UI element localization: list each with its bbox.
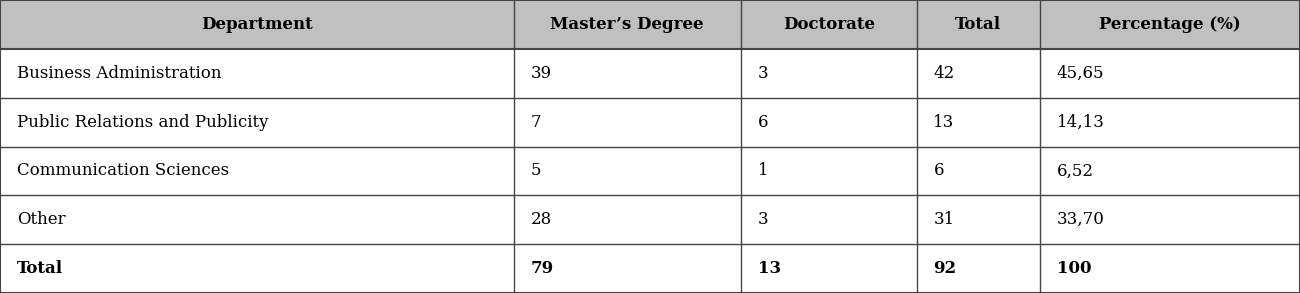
Text: 13: 13 (758, 260, 781, 277)
Text: 45,65: 45,65 (1057, 65, 1105, 82)
Text: Communication Sciences: Communication Sciences (17, 162, 229, 179)
Text: 6,52: 6,52 (1057, 162, 1093, 179)
Text: 5: 5 (530, 162, 541, 179)
Text: Business Administration: Business Administration (17, 65, 221, 82)
Text: 31: 31 (933, 211, 954, 228)
Text: 28: 28 (530, 211, 551, 228)
Text: 3: 3 (758, 65, 768, 82)
Text: Department: Department (202, 16, 312, 33)
Text: 39: 39 (530, 65, 551, 82)
Text: 3: 3 (758, 211, 768, 228)
Text: 6: 6 (933, 162, 944, 179)
Text: 6: 6 (758, 114, 768, 131)
Text: 14,13: 14,13 (1057, 114, 1105, 131)
Text: 42: 42 (933, 65, 954, 82)
Text: Public Relations and Publicity: Public Relations and Publicity (17, 114, 268, 131)
Text: 92: 92 (933, 260, 957, 277)
Text: 33,70: 33,70 (1057, 211, 1105, 228)
Text: 1: 1 (758, 162, 768, 179)
Bar (0, 0, 1300, 49)
Text: 13: 13 (933, 114, 954, 131)
Text: Total: Total (956, 16, 1001, 33)
Text: Other: Other (17, 211, 65, 228)
Text: Percentage (%): Percentage (%) (1098, 16, 1242, 33)
Text: Total: Total (17, 260, 62, 277)
Text: 7: 7 (530, 114, 541, 131)
Text: 100: 100 (1057, 260, 1092, 277)
Text: Master’s Degree: Master’s Degree (550, 16, 705, 33)
Text: Doctorate: Doctorate (783, 16, 875, 33)
Text: 79: 79 (530, 260, 554, 277)
